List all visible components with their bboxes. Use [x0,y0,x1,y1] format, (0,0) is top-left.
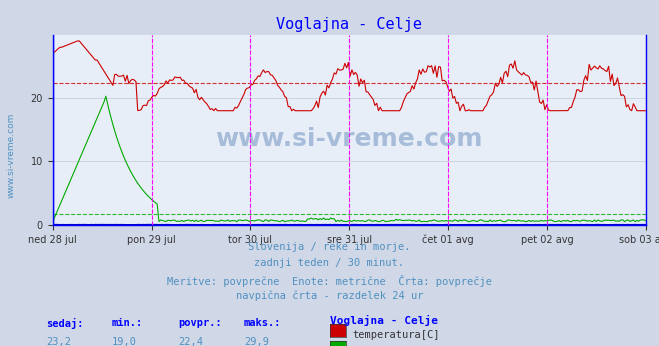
Text: Slovenija / reke in morje.: Slovenija / reke in morje. [248,242,411,252]
Text: zadnji teden / 30 minut.: zadnji teden / 30 minut. [254,258,405,268]
Text: www.si-vreme.com: www.si-vreme.com [7,113,16,198]
Text: navpična črta - razdelek 24 ur: navpična črta - razdelek 24 ur [236,291,423,301]
Text: 19,0: 19,0 [112,337,137,346]
Text: min.:: min.: [112,318,143,328]
Text: temperatura[C]: temperatura[C] [353,330,440,340]
Text: maks.:: maks.: [244,318,281,328]
Text: 29,9: 29,9 [244,337,269,346]
Text: sedaj:: sedaj: [46,318,84,329]
Text: Voglajna - Celje: Voglajna - Celje [330,315,438,326]
Title: Voglajna - Celje: Voglajna - Celje [276,17,422,32]
Text: Meritve: povprečne  Enote: metrične  Črta: povprečje: Meritve: povprečne Enote: metrične Črta:… [167,275,492,287]
Text: povpr.:: povpr.: [178,318,221,328]
Text: www.si-vreme.com: www.si-vreme.com [215,127,483,151]
Text: 22,4: 22,4 [178,337,203,346]
Text: 23,2: 23,2 [46,337,71,346]
